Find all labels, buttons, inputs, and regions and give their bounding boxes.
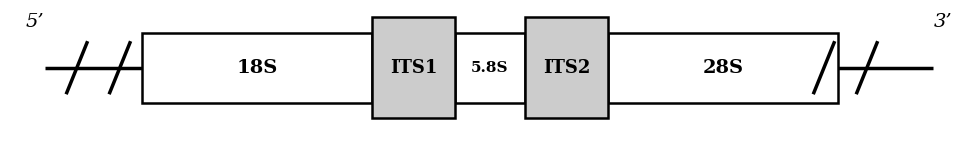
Bar bbox=[454, 33, 525, 103]
Text: 5.8S: 5.8S bbox=[471, 61, 508, 75]
Text: 5’: 5’ bbox=[25, 13, 44, 31]
Text: 28S: 28S bbox=[701, 59, 743, 77]
Text: 3’: 3’ bbox=[933, 13, 952, 31]
Text: ITS1: ITS1 bbox=[389, 59, 437, 77]
Bar bbox=[143, 33, 371, 103]
Text: 18S: 18S bbox=[236, 59, 277, 77]
Bar bbox=[371, 17, 454, 118]
Bar bbox=[525, 17, 608, 118]
Bar bbox=[608, 33, 836, 103]
Text: ITS2: ITS2 bbox=[542, 59, 590, 77]
